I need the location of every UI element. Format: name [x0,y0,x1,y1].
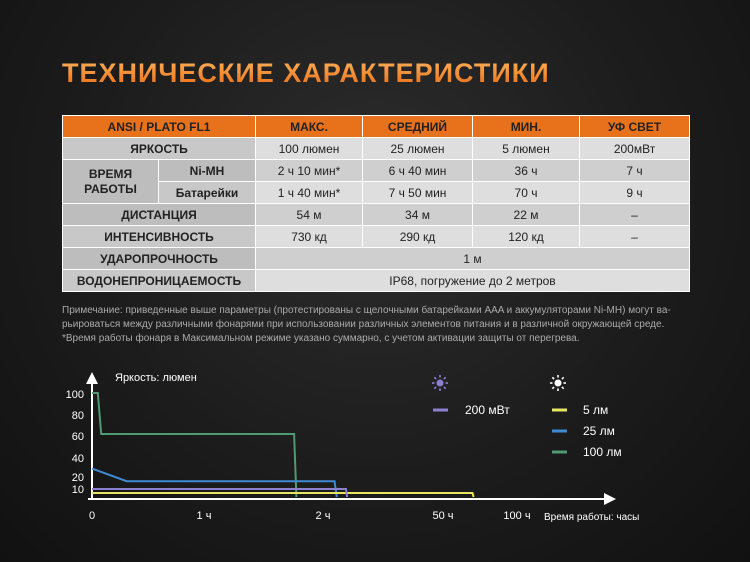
legend: 200 мВт 5 лм 25 лм 100 лм [432,375,622,459]
table-cell: 34 м [362,203,473,226]
series-line [92,488,349,498]
table-cell: – [579,225,690,248]
footnote-line: Примечание: приведенные выше параметры (… [62,305,671,316]
table-row-distance: ДИСТАНЦИЯ 54 м 34 м 22 м – [62,203,690,226]
table-cell: 1 ч 40 мин* [255,181,363,204]
y-axis-arrow [86,372,98,384]
y-tick-label: 10 [72,484,84,496]
row-label-brightness: ЯРКОСТЬ [62,137,256,160]
table-cell: 54 м [255,203,363,226]
legend-label-mid: 25 лм [583,424,615,438]
table-cell: IP68, погружение до 2 метров [255,269,690,292]
table-header-row: ANSI / PLATO FL1 МАКС. СРЕДНИЙ МИН. УФ С… [62,115,690,138]
y-tick-label: 60 [72,431,84,443]
row-sublabel-nimh: Ni-MH [158,159,256,182]
y-tick-label: 20 [72,472,84,484]
series-layer [91,392,475,498]
y-tick-label: 100 [66,389,84,401]
table-row-waterproof: ВОДОНЕПРОНИЦАЕМОСТЬ IP68, погружение до … [62,269,690,292]
header-uv: УФ СВЕТ [579,115,690,138]
header-max: МАКС. [255,115,363,138]
table-cell: 730 кд [255,225,363,248]
series-line [92,392,298,498]
row-label-impact: УДАРОПРОЧНОСТЬ [62,247,256,270]
footnote: Примечание: приведенные выше параметры (… [62,304,702,346]
table-cell: 2 ч 10 мин* [255,159,363,182]
uv-light-icon [432,375,448,391]
row-label-intensity: ИНТЕНСИВНОСТЬ [62,225,256,248]
x-axis-label: Время работы: часы [544,511,639,523]
x-tick-label: 1 ч [197,510,212,522]
x-tick-label: 0 [89,510,95,522]
series-line [92,492,475,498]
table-row-intensity: ИНТЕНСИВНОСТЬ 730 кд 290 кд 120 кд – [62,225,690,248]
table-row-brightness: ЯРКОСТЬ 100 люмен 25 люмен 5 люмен 200мВ… [62,137,690,160]
row-sublabel-batteries: Батарейки [158,181,256,204]
x-axis-arrow [604,493,616,505]
y-tick-label: 80 [72,410,84,422]
legend-label-low: 5 лм [583,403,608,417]
white-light-icon [550,375,566,391]
y-tick-label: 40 [72,453,84,465]
table-cell: 9 ч [579,181,690,204]
table-cell: 1 м [255,247,690,270]
page-title: ТЕХНИЧЕСКИЕ ХАРАКТЕРИСТИКИ [62,58,550,88]
table-cell: 200мВт [579,137,690,160]
x-tick-label: 100 ч [503,510,530,522]
y-ticks: 100 80 60 40 20 10 [66,389,84,496]
spec-table: ANSI / PLATO FL1 МАКС. СРЕДНИЙ МИН. УФ С… [62,115,690,292]
row-label-distance: ДИСТАНЦИЯ [62,203,256,226]
footnote-line: рьироваться между различными фонарями пр… [62,319,665,330]
x-tick-label: 50 ч [432,510,453,522]
legend-label-high: 100 лм [583,445,622,459]
table-cell: 100 люмен [255,137,363,160]
table-cell: 70 ч [472,181,580,204]
table-cell: 7 ч [579,159,690,182]
x-tick-label: 2 ч [316,510,331,522]
table-row-runtime-batteries: Батарейки 1 ч 40 мин* 7 ч 50 мин 70 ч 9 … [63,181,690,204]
row-label-waterproof: ВОДОНЕПРОНИЦАЕМОСТЬ [62,269,256,292]
legend-label-uv: 200 мВт [465,403,510,417]
table-row-runtime-nimh: ВРЕМЯ РАБОТЫ Ni-MH 2 ч 10 мин* 6 ч 40 ми… [62,159,690,204]
table-row-impact: УДАРОПРОЧНОСТЬ 1 м [62,247,690,270]
table-cell: 25 люмен [362,137,473,160]
y-axis-label: Яркость: люмен [115,372,197,384]
table-cell: 36 ч [472,159,580,182]
footnote-line: *Время работы фонаря в Максимальном режи… [62,333,580,344]
table-cell: 120 кд [472,225,580,248]
x-ticks: 0 1 ч 2 ч 50 ч 100 ч [89,510,531,522]
